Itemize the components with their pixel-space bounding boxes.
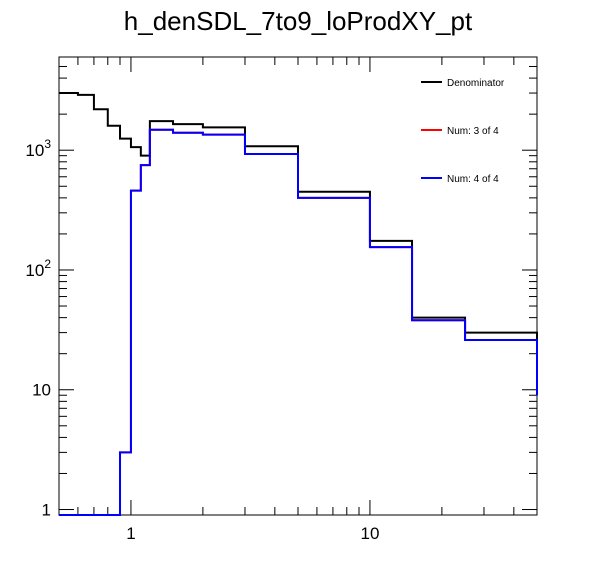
- legend-entry: Num: 4 of 4: [447, 174, 499, 185]
- series-line-3: [59, 128, 538, 516]
- x-tick-label: 1: [126, 524, 135, 543]
- y-ticks-group: 1 10 102 103: [25, 56, 537, 520]
- legend-entry: Num: 3 of 4: [447, 126, 499, 137]
- legend: Denominator Num: 3 of 4 Num: 4 of 4: [421, 78, 505, 185]
- x-tick-label: 10: [360, 524, 379, 543]
- series-group: [59, 92, 538, 516]
- y-tick-label: 102: [25, 257, 51, 280]
- series-line-1: [59, 92, 538, 390]
- y-tick-label: 103: [25, 137, 51, 160]
- legend-entry: Denominator: [447, 78, 505, 89]
- chart-title: h_denSDL_7to9_loProdXY_pt: [123, 6, 473, 36]
- y-tick-label: 10: [32, 381, 51, 400]
- y-tick-label: 1: [42, 501, 51, 520]
